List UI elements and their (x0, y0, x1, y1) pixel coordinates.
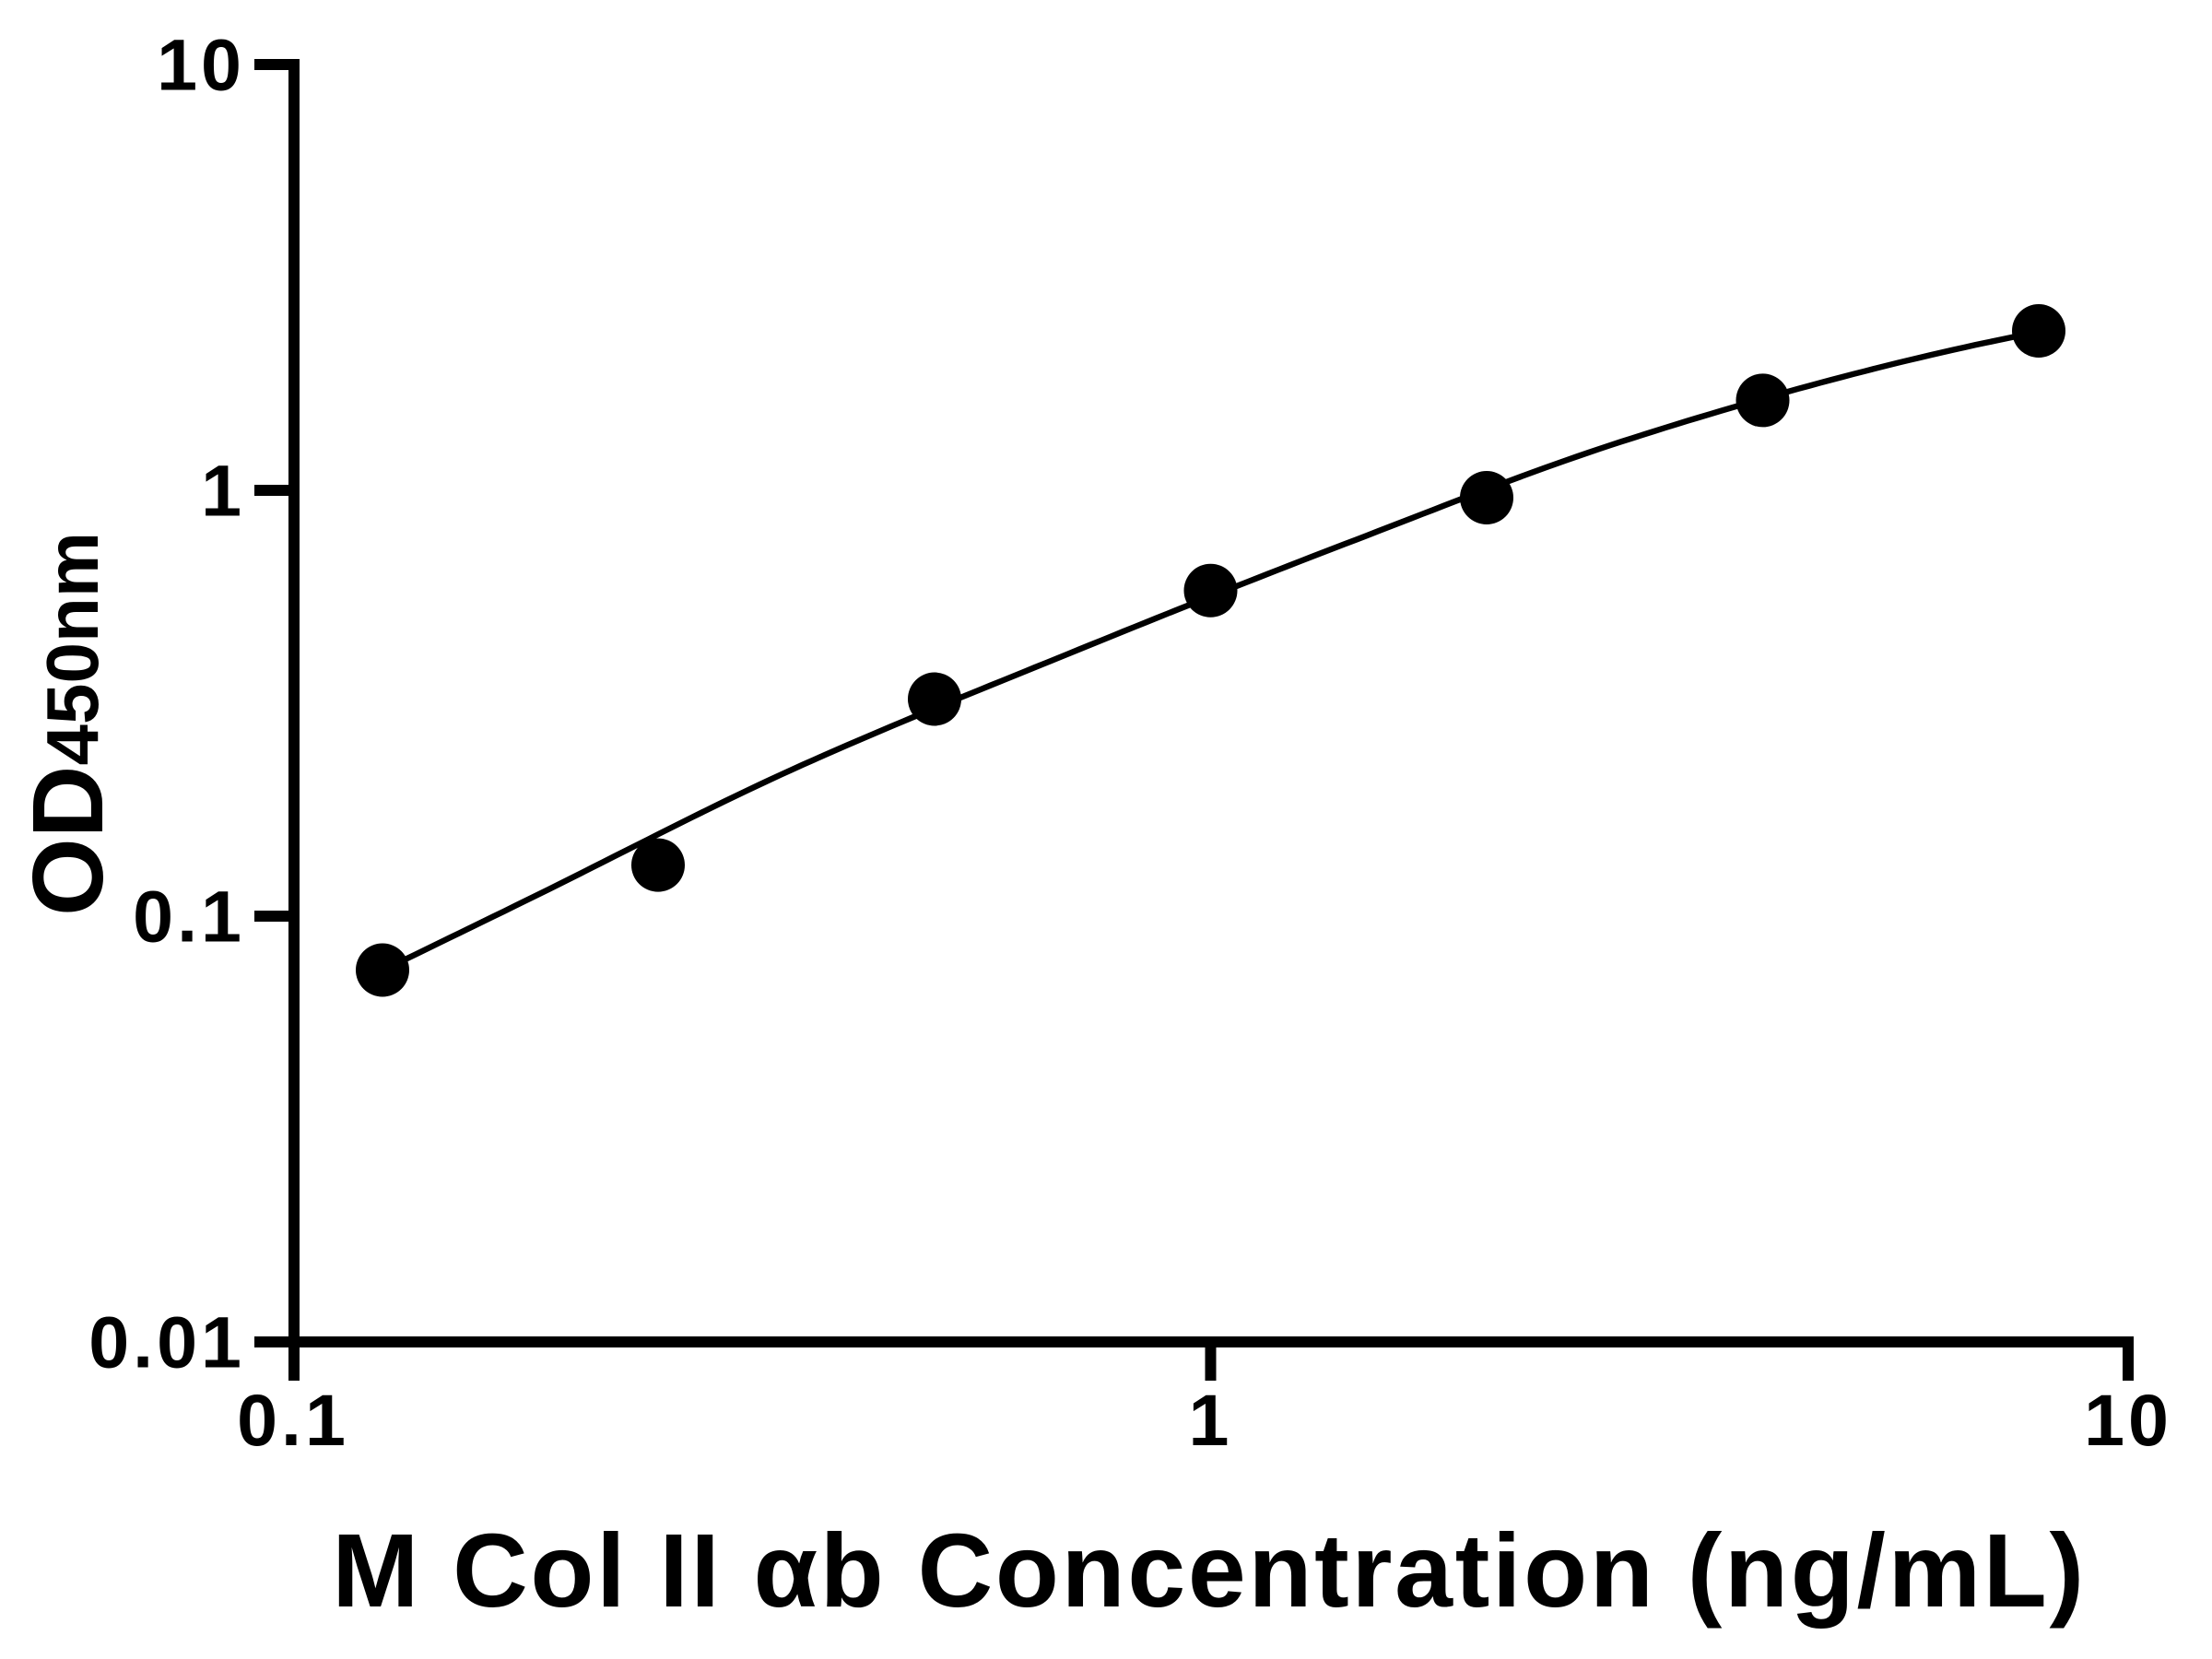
svg-text:0.01: 0.01 (88, 1301, 245, 1383)
svg-text:0.1: 0.1 (133, 876, 245, 958)
svg-text:OD450nm: OD450nm (12, 532, 124, 916)
svg-text:M Col II αb Concentration (ng/: M Col II αb Concentration (ng/mL) (332, 1512, 2087, 1629)
svg-text:0.1: 0.1 (237, 1379, 349, 1461)
svg-text:1: 1 (201, 450, 245, 532)
svg-text:1: 1 (1189, 1379, 1233, 1461)
svg-text:10: 10 (157, 24, 245, 106)
svg-text:10: 10 (2084, 1379, 2172, 1461)
